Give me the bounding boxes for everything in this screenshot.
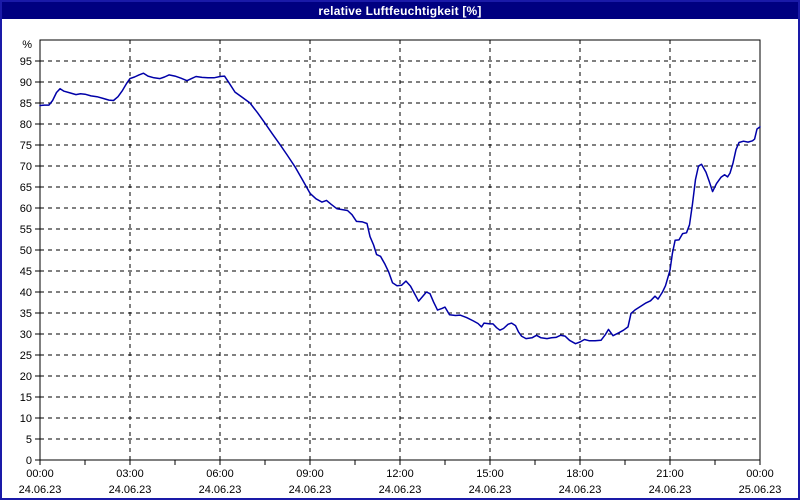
x-time-label: 21:00 xyxy=(656,468,684,480)
x-time-label: 00:00 xyxy=(26,468,54,480)
y-tick-label: 0 xyxy=(26,455,32,467)
x-date-label: 24.06.23 xyxy=(649,484,692,496)
x-date-label: 24.06.23 xyxy=(469,484,512,496)
plot-border xyxy=(39,39,761,461)
x-date-label: 24.06.23 xyxy=(379,484,422,496)
x-date-label: 24.06.23 xyxy=(109,484,152,496)
title-bar: relative Luftfeuchtigkeit [%] xyxy=(2,2,798,19)
y-tick-label: 80 xyxy=(20,119,32,131)
y-tick-label: 25 xyxy=(20,350,32,362)
x-date-label: 24.06.23 xyxy=(199,484,242,496)
humidity-series-line xyxy=(39,72,761,345)
x-time-label: 06:00 xyxy=(206,468,234,480)
y-tick-label: 95 xyxy=(20,56,32,68)
y-tick-label: 75 xyxy=(20,140,32,152)
y-tick-label: 65 xyxy=(20,182,32,194)
x-date-label: 24.06.23 xyxy=(289,484,332,496)
x-date-label: 24.06.23 xyxy=(559,484,602,496)
y-tick-label: 30 xyxy=(20,329,32,341)
x-date-label: 24.06.23 xyxy=(19,484,62,496)
y-tick-label: 35 xyxy=(20,308,32,320)
x-time-label: 09:00 xyxy=(296,468,324,480)
x-time-label: 15:00 xyxy=(476,468,504,480)
y-tick-label: 45 xyxy=(20,266,32,278)
x-time-label: 12:00 xyxy=(386,468,414,480)
x-date-label: 25.06.23 xyxy=(739,484,782,496)
y-unit-label: % xyxy=(22,39,32,51)
y-tick-label: 60 xyxy=(20,203,32,215)
humidity-chart: 0 5 10 15 20 25 30 35 40 45 50 55 60 65 70 75 80 85 90 95% 0… xyxy=(19,39,782,496)
x-time-label: 03:00 xyxy=(116,468,144,480)
window-title: relative Luftfeuchtigkeit [%] xyxy=(318,3,482,18)
x-time-label: 00:00 xyxy=(746,468,774,480)
y-tick-label: 55 xyxy=(20,224,32,236)
y-tick-label: 10 xyxy=(20,413,32,425)
y-tick-label: 20 xyxy=(20,371,32,383)
y-tick-label: 70 xyxy=(20,161,32,173)
y-tick-label: 85 xyxy=(20,98,32,110)
y-tick-label: 40 xyxy=(20,287,32,299)
y-tick-label: 15 xyxy=(20,392,32,404)
x-time-label: 18:00 xyxy=(566,468,594,480)
y-tick-label: 50 xyxy=(20,245,32,257)
y-tick-label: 90 xyxy=(20,77,32,89)
y-tick-label: 5 xyxy=(26,434,32,446)
